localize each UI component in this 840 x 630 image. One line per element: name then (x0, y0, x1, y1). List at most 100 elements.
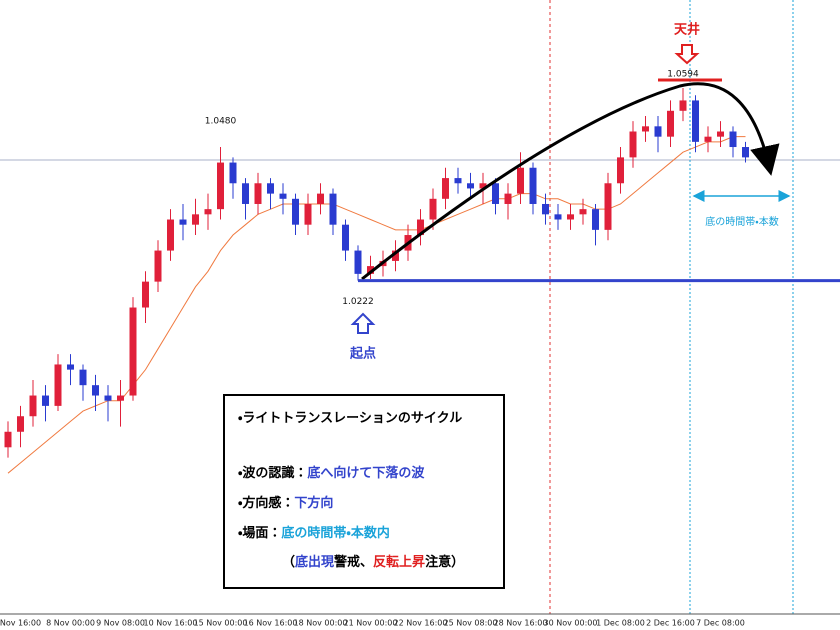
candle-body (304, 203, 312, 225)
candle-body (417, 219, 424, 236)
candle-body (592, 209, 599, 230)
candle-body (54, 364, 62, 406)
note-segment: ・ライトトランスレーションのサイクル (238, 411, 462, 426)
note-line: ・波の認識：底へ向けて下落の波 (238, 465, 425, 481)
plot (4, 88, 749, 474)
candle-body (429, 198, 437, 220)
candle-body (104, 395, 112, 401)
candle-body (142, 281, 149, 308)
candle-body (167, 219, 174, 251)
wave-arrow (361, 82, 780, 281)
candle-body (679, 100, 687, 111)
candle-body (342, 224, 349, 251)
candle-body (517, 167, 524, 194)
candle-body (92, 385, 99, 396)
start-label: 起点 (349, 346, 376, 362)
note-segment: 底出現 (295, 554, 334, 570)
candle-body (217, 162, 224, 210)
note-segment: 注意） (425, 554, 464, 570)
candle-body (67, 364, 74, 370)
candle-body (329, 193, 337, 225)
note-segment: ・場面： (238, 525, 281, 541)
candle-body (354, 250, 362, 274)
candle-body (642, 126, 649, 132)
candle-body (179, 219, 187, 225)
candle-body (554, 214, 562, 220)
candle-body (467, 183, 474, 189)
x-tick-label: 18 Nov 00:00 (294, 619, 348, 628)
candle-body (667, 110, 674, 137)
x-tick-label: 28 Nov 16:00 (494, 619, 548, 628)
note-line: ・方向感：下方向 (238, 495, 333, 511)
candle-body (617, 157, 624, 184)
candle-body (742, 147, 749, 158)
note: ・ライトトランスレーションのサイクル・波の認識：底へ向けて下落の波・方向感：下方… (238, 411, 464, 570)
candle-body (442, 178, 449, 199)
note-segment: 底へ向けて下落の波 (307, 465, 425, 481)
candle-body (479, 183, 487, 189)
x-tick-label: 16 Nov 16:00 (244, 619, 298, 628)
x-tick-label: 22 Nov 16:00 (394, 619, 448, 628)
candle-body (242, 183, 249, 204)
candle-body (192, 214, 199, 225)
top-arrow (674, 44, 700, 65)
candle-body (704, 136, 712, 142)
x-tick-label: 2 Dec 16:00 (646, 619, 695, 628)
candle-body (129, 307, 137, 396)
x-tick-label: 15 Nov 00:00 (194, 619, 248, 628)
zone-label: 底の時間帯・本数 (705, 215, 778, 228)
candle-body (529, 167, 537, 204)
x-tick-label: 9 Nov 08:00 (96, 619, 145, 628)
candle-body (267, 183, 274, 194)
candle-body (367, 266, 374, 274)
price-label: 1.0222 (342, 297, 374, 307)
candle-body (279, 193, 287, 199)
candle-body (717, 131, 724, 137)
candle-body (79, 369, 87, 386)
candle-body (117, 395, 124, 401)
candle-body (654, 126, 662, 137)
candle-body (204, 209, 212, 215)
candle-body (542, 203, 549, 215)
note-segment: （ (282, 554, 295, 570)
note-box (223, 394, 505, 589)
candle-body (29, 395, 37, 417)
candle-body (629, 131, 637, 158)
note-segment: ・波の認識： (238, 465, 307, 481)
candle-body (692, 100, 699, 142)
x-tick-label: Nov 16:00 (0, 619, 41, 628)
x-tick-label: 25 Nov 08:00 (444, 619, 498, 628)
x-tick-label: 21 Nov 00:00 (344, 619, 398, 628)
candle-body (504, 193, 512, 204)
note-segment: 反転上昇 (373, 554, 425, 570)
candle-body (492, 183, 499, 204)
top-label: 天井 (674, 22, 700, 38)
candle-body (292, 198, 299, 225)
candle-body (17, 416, 24, 432)
candle-body (229, 162, 237, 184)
note-line: （底出現警戒、反転上昇注意） (282, 554, 464, 570)
note-segment: ・方向感： (238, 495, 294, 511)
note-segment: 底の時間帯・本数内 (281, 525, 389, 541)
price-label: 1.0594 (667, 70, 699, 80)
candle-body (604, 183, 612, 230)
x-tick-label: 10 Nov 16:00 (144, 619, 198, 628)
note-segment: 下方向 (294, 495, 333, 511)
x-tick-label: 8 Nov 00:00 (46, 619, 95, 628)
candle-body (154, 250, 162, 282)
note-line: ・ライトトランスレーションのサイクル (238, 411, 462, 426)
candle-body (567, 214, 574, 220)
note-line: ・場面：底の時間帯・本数内 (238, 525, 390, 541)
candle-body (454, 178, 462, 184)
candle-body (254, 183, 262, 204)
note-segment: 警戒、 (333, 554, 373, 570)
start-arrow (350, 312, 376, 334)
candle-body (4, 431, 12, 448)
price-label: 1.0480 (205, 117, 237, 127)
x-tick-label: 7 Dec 08:00 (696, 619, 745, 628)
x-tick-label: 30 Nov 00:00 (544, 619, 598, 628)
x-tick-label: 1 Dec 08:00 (596, 619, 645, 628)
candle-body (392, 250, 399, 261)
candle-body (317, 193, 324, 204)
